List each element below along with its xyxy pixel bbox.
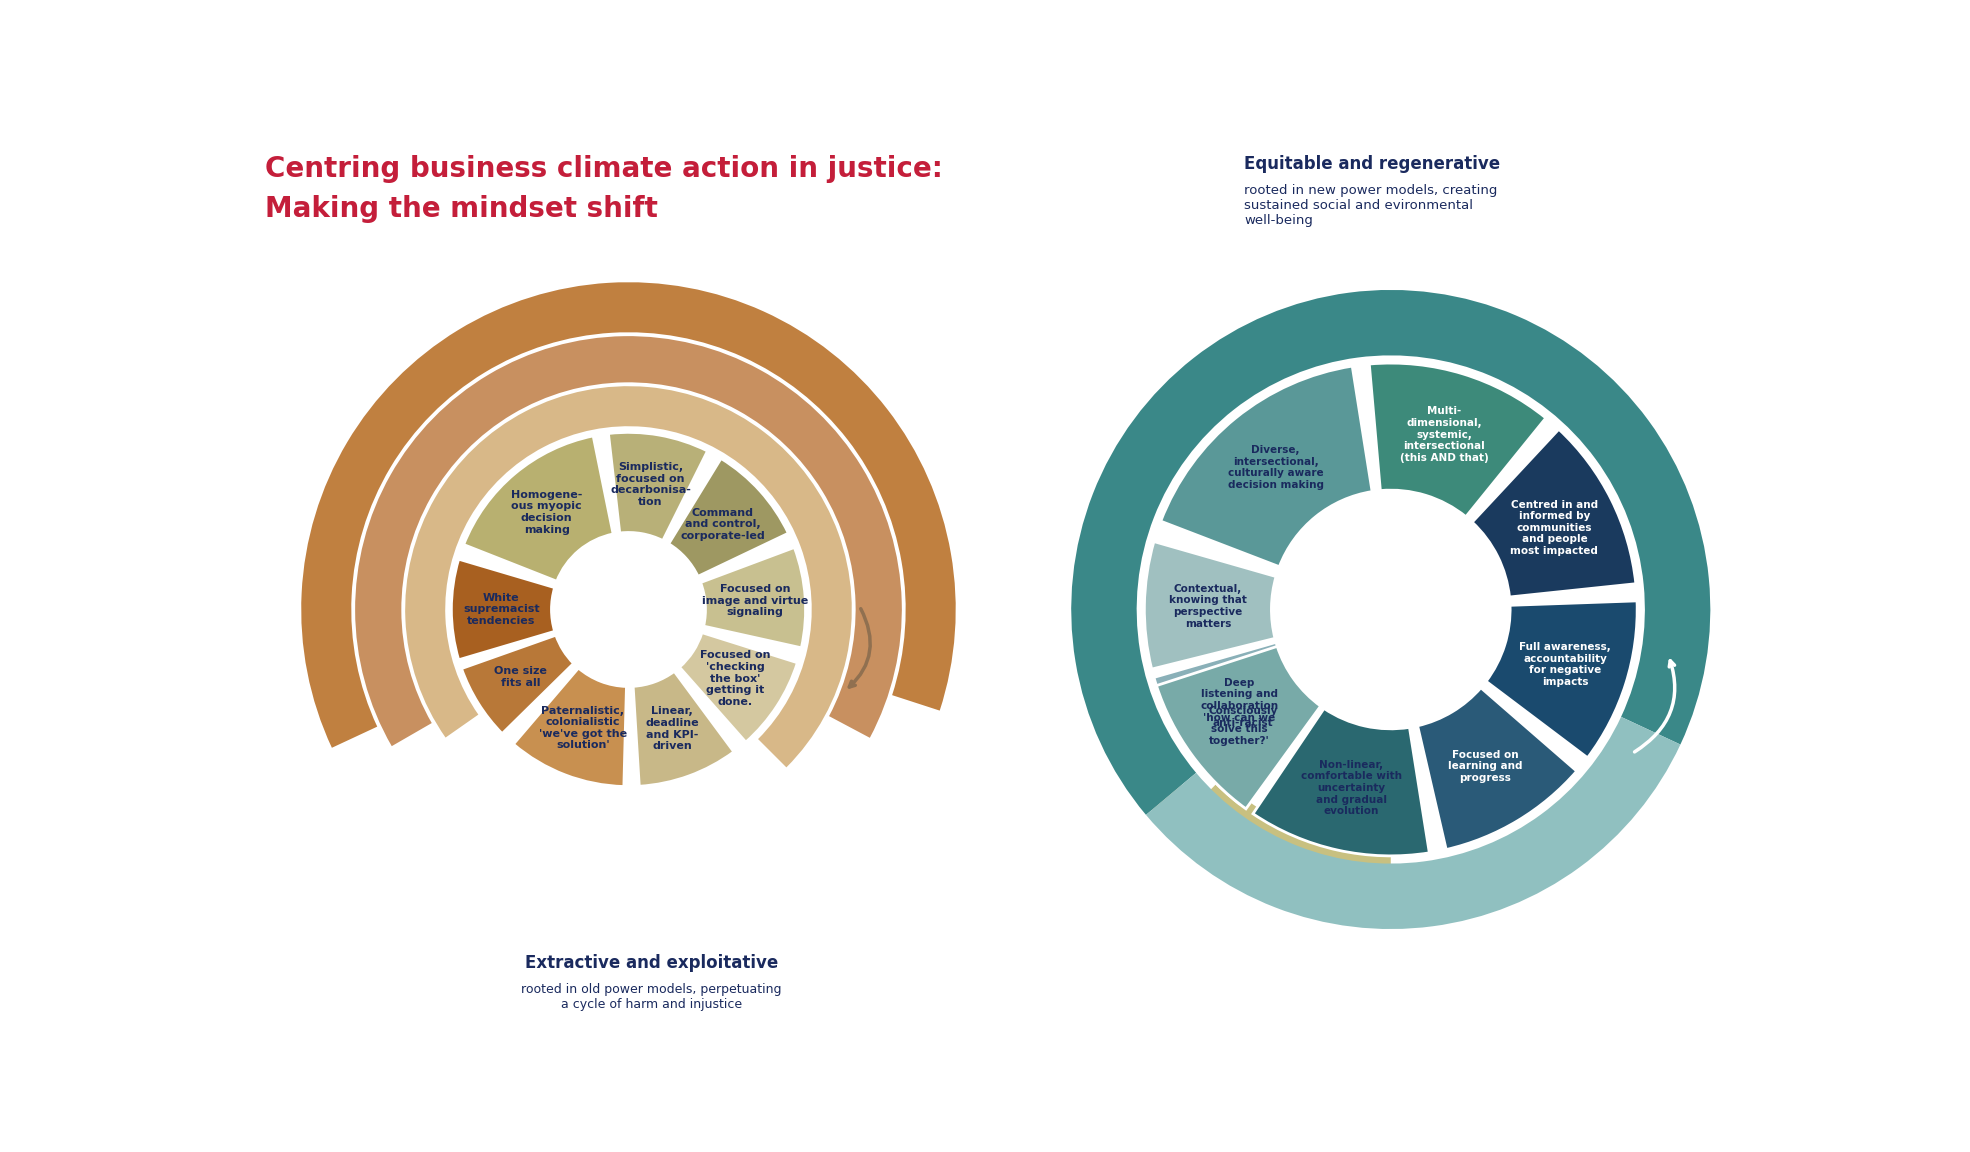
Wedge shape bbox=[701, 547, 806, 647]
Wedge shape bbox=[680, 632, 798, 742]
Circle shape bbox=[556, 537, 701, 683]
Wedge shape bbox=[463, 435, 613, 582]
Text: Focused on
'checking
the box'
getting it
done.: Focused on 'checking the box' getting it… bbox=[699, 651, 770, 707]
Wedge shape bbox=[1154, 643, 1318, 804]
Text: Deep
listening and
collaboration
'how can we
solve this
together?': Deep listening and collaboration 'how ca… bbox=[1200, 677, 1279, 745]
Text: Contextual,
knowing that
perspective
matters: Contextual, knowing that perspective mat… bbox=[1168, 584, 1247, 629]
Text: Multi-
dimensional,
systemic,
intersectional
(this AND that): Multi- dimensional, systemic, intersecti… bbox=[1401, 407, 1489, 463]
Wedge shape bbox=[632, 672, 733, 787]
Text: Diverse,
intersectional,
culturally aware
decision making: Diverse, intersectional, culturally awar… bbox=[1227, 445, 1324, 490]
Wedge shape bbox=[559, 540, 697, 679]
Text: Consciously
anti-racist: Consciously anti-racist bbox=[1208, 706, 1277, 728]
Wedge shape bbox=[1253, 708, 1430, 856]
Text: Centring business climate action in justice:: Centring business climate action in just… bbox=[266, 156, 944, 183]
Wedge shape bbox=[461, 635, 573, 734]
Wedge shape bbox=[301, 282, 955, 748]
Wedge shape bbox=[1485, 601, 1637, 758]
Wedge shape bbox=[514, 668, 626, 787]
Text: Centred in and
informed by
communities
and people
most impacted: Centred in and informed by communities a… bbox=[1511, 500, 1598, 556]
Circle shape bbox=[1275, 494, 1507, 725]
Text: rooted in new power models, creating
sustained social and evironmental
well-bein: rooted in new power models, creating sus… bbox=[1245, 184, 1497, 227]
Wedge shape bbox=[1202, 779, 1391, 878]
Wedge shape bbox=[1160, 366, 1371, 567]
Text: Making the mindset shift: Making the mindset shift bbox=[266, 195, 658, 223]
Text: Equitable and regenerative: Equitable and regenerative bbox=[1245, 156, 1501, 173]
Text: White
supremacist
tendencies: White supremacist tendencies bbox=[463, 593, 540, 626]
Wedge shape bbox=[406, 386, 851, 767]
Wedge shape bbox=[355, 336, 902, 746]
Wedge shape bbox=[1156, 646, 1320, 809]
Wedge shape bbox=[451, 559, 556, 660]
Text: Command
and control,
corporate-led: Command and control, corporate-led bbox=[680, 508, 764, 541]
Text: Paternalistic,
colonialistic
'we've got the
solution': Paternalistic, colonialistic 'we've got … bbox=[540, 706, 626, 750]
Wedge shape bbox=[1152, 786, 1418, 922]
Wedge shape bbox=[1369, 363, 1546, 517]
Text: Homogene-
ous myopic
decision
making: Homogene- ous myopic decision making bbox=[510, 490, 583, 535]
Text: Focused on
learning and
progress: Focused on learning and progress bbox=[1448, 750, 1523, 783]
Wedge shape bbox=[1147, 717, 1680, 929]
Text: Simplistic,
focused on
decarbonisa-
tion: Simplistic, focused on decarbonisa- tion bbox=[611, 462, 691, 507]
Text: rooted in old power models, perpetuating
a cycle of harm and injustice: rooted in old power models, perpetuating… bbox=[522, 983, 782, 1011]
Text: Extractive and exploitative: Extractive and exploitative bbox=[524, 955, 778, 972]
Text: Linear,
deadline
and KPI-
driven: Linear, deadline and KPI- driven bbox=[644, 706, 699, 751]
Wedge shape bbox=[1472, 430, 1635, 597]
Wedge shape bbox=[609, 432, 707, 540]
Wedge shape bbox=[1145, 541, 1277, 669]
Wedge shape bbox=[668, 458, 788, 576]
Text: One size
fits all: One size fits all bbox=[494, 666, 548, 688]
Text: Focused on
image and virtue
signaling: Focused on image and virtue signaling bbox=[701, 584, 808, 617]
Wedge shape bbox=[1418, 688, 1576, 849]
Text: Non-linear,
comfortable with
uncertainty
and gradual
evolution: Non-linear, comfortable with uncertainty… bbox=[1300, 760, 1403, 817]
Wedge shape bbox=[1072, 290, 1710, 814]
Text: Full awareness,
accountability
for negative
impacts: Full awareness, accountability for negat… bbox=[1519, 642, 1611, 687]
